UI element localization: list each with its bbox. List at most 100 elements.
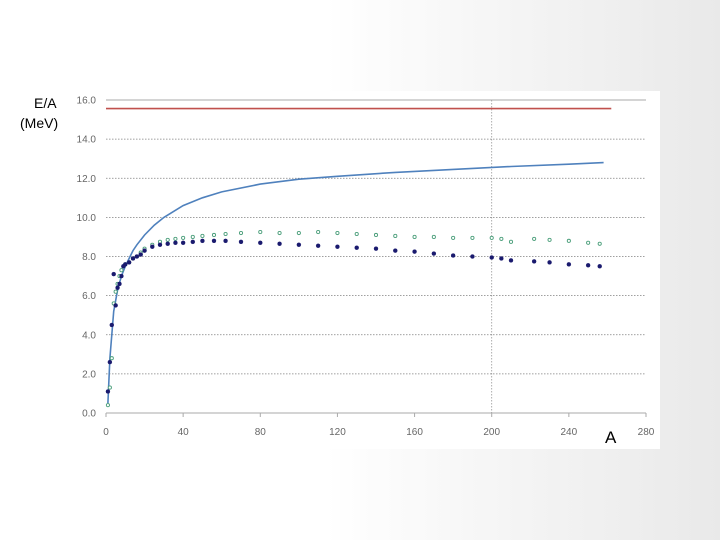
y-tick-label: 8.0: [82, 252, 96, 263]
navy-data-point: [126, 260, 132, 265]
green-data-point: [190, 234, 195, 239]
navy-data-point: [180, 240, 186, 246]
navy-data-point: [470, 254, 475, 259]
x-tick-label: 40: [178, 427, 190, 438]
green-data-point: [354, 231, 359, 237]
green-data-point: [277, 230, 282, 236]
green-data-point: [165, 237, 170, 242]
y-tick-label: 4.0: [82, 330, 96, 341]
navy-data-point: [200, 238, 205, 244]
green-data-point: [586, 240, 591, 245]
navy-data-point: [105, 389, 111, 394]
binding-energy-chart: 0.0 2.0 4.0 6.0 8.0 10.0 12.0 14.0 16.0 0 40 80 120 1…: [77, 96, 655, 439]
navy-data-point: [117, 281, 122, 287]
x-tick-label: 240: [561, 427, 578, 438]
navy-data-point: [450, 253, 456, 258]
navy-data-point: [134, 254, 140, 259]
green-data-point: [566, 238, 571, 243]
green-data-point: [296, 230, 301, 236]
navy-data-point: [296, 242, 302, 247]
navy-data-point: [113, 303, 118, 308]
navy-data-point: [115, 285, 120, 291]
navy-data-point: [138, 252, 143, 257]
green-data-point: [200, 233, 205, 239]
x-axis-label: A: [605, 428, 617, 447]
green-data-point: [223, 231, 228, 237]
navy-data-point: [315, 243, 321, 248]
y-tick-label: 0.0: [82, 409, 96, 420]
navy-data-point: [499, 256, 504, 261]
navy-data-point: [489, 255, 494, 260]
navy-data-point: [157, 242, 163, 247]
y-tick-label: 6.0: [82, 291, 96, 302]
green-data-point: [532, 236, 537, 241]
navy-data-point: [211, 238, 217, 244]
navy-data-point: [335, 244, 340, 249]
navy-data-point: [165, 241, 170, 246]
green-data-point: [238, 230, 244, 236]
green-data-point: [335, 230, 340, 236]
navy-data-point: [412, 249, 417, 254]
navy-data-point: [277, 241, 282, 246]
green-data-point: [316, 229, 321, 235]
y-tick-label: 12.0: [77, 174, 97, 185]
navy-data-point: [107, 359, 113, 365]
navy-data-point: [173, 240, 178, 246]
navy-data-point: [142, 248, 147, 253]
navy-data-point: [597, 264, 602, 269]
green-data-point: [412, 234, 417, 239]
y-tick-label: 16.0: [77, 96, 97, 107]
navy-data-point: [373, 246, 379, 251]
green-data-point: [489, 235, 494, 240]
navy-data-point: [150, 244, 155, 249]
y-tick-label: 2.0: [82, 369, 96, 380]
navy-data-point: [431, 251, 437, 256]
navy-data-point: [130, 256, 136, 261]
y-axis-label-line-2: (MeV): [20, 115, 59, 131]
green-data-point: [470, 235, 475, 240]
x-tick-label: 160: [406, 427, 423, 438]
navy-data-point: [109, 322, 114, 328]
green-data-point: [499, 236, 504, 241]
navy-data-point: [190, 239, 195, 245]
green-data-point: [258, 229, 263, 235]
x-tick-label: 280: [638, 427, 655, 438]
green-data-point: [547, 237, 552, 242]
x-tick-label: 200: [483, 427, 500, 438]
green-data-point: [393, 233, 398, 239]
curve-line: [107, 161, 604, 404]
y-tick-label: 10.0: [77, 213, 97, 224]
navy-data-point: [393, 248, 398, 253]
green-data-point: [373, 232, 379, 238]
x-tick-label: 80: [255, 427, 267, 438]
green-data-point: [173, 236, 178, 241]
green-data-point: [431, 234, 436, 239]
green-data-point: [109, 356, 114, 361]
green-data-point: [181, 235, 186, 240]
y-axis-label-line-1: E/A: [34, 95, 57, 111]
navy-data-point: [508, 258, 514, 263]
chart-panel: 0.0 2.0 4.0 6.0 8.0 10.0 12.0 14.0 16.0 0 40 80 120 1…: [60, 91, 660, 449]
navy-data-point: [585, 263, 591, 268]
x-tick-label: 120: [329, 427, 346, 438]
green-data-point: [119, 268, 124, 273]
navy-data-point: [566, 262, 572, 267]
green-data-point: [597, 241, 602, 246]
navy-data-point: [238, 239, 244, 245]
x-tick-label: 0: [103, 427, 109, 438]
navy-data-point: [354, 245, 359, 250]
navy-data-point: [547, 260, 552, 265]
green-data-point: [113, 289, 118, 294]
navy-data-point: [119, 273, 124, 279]
green-data-point: [451, 235, 456, 240]
navy-data-point: [223, 238, 228, 244]
navy-data-point: [258, 240, 263, 246]
green-data-point: [508, 239, 514, 244]
green-data-point: [107, 385, 112, 390]
navy-data-point: [531, 259, 537, 264]
navy-data-point: [123, 262, 128, 267]
green-data-point: [105, 403, 110, 408]
navy-data-point: [111, 271, 116, 277]
green-data-point: [211, 232, 217, 238]
y-tick-label: 14.0: [77, 135, 97, 146]
